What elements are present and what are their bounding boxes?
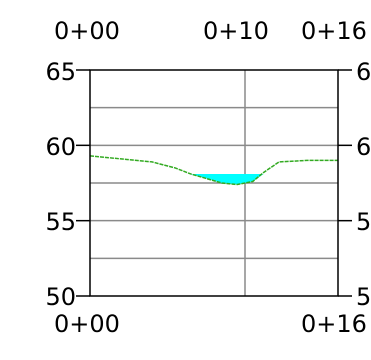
left-label-2: 55 xyxy=(45,208,76,236)
top-label-2: 0+16 xyxy=(301,17,367,45)
grid-lines xyxy=(90,70,338,296)
tick-marks xyxy=(76,69,352,297)
ground-profile-line xyxy=(89,155,338,186)
bottom-label-0: 0+00 xyxy=(54,310,120,338)
top-label-0: 0+00 xyxy=(54,17,120,45)
right-label-2: 5 xyxy=(356,208,371,236)
left-label-0: 65 xyxy=(45,58,76,86)
right-label-1: 6 xyxy=(356,133,371,161)
left-label-1: 60 xyxy=(45,133,76,161)
right-label-3: 5 xyxy=(356,283,371,311)
plot-frame xyxy=(89,69,339,297)
water-fill xyxy=(190,173,264,185)
top-label-1: 0+10 xyxy=(203,17,269,45)
right-label-0: 6 xyxy=(356,58,371,86)
left-label-3: 50 xyxy=(45,283,76,311)
bottom-label-1: 0+16 xyxy=(301,310,367,338)
